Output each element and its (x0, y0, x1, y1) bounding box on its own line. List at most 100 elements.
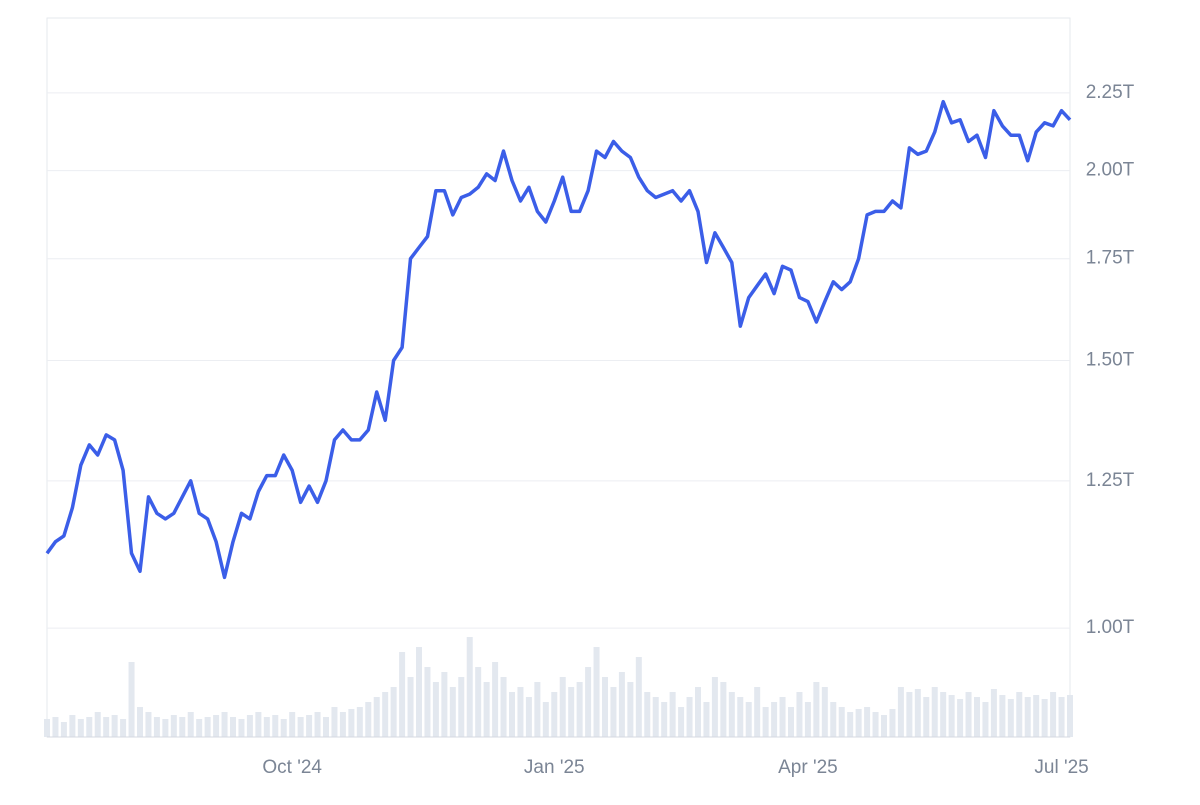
volume-bar (483, 682, 490, 737)
volume-bar (187, 712, 194, 737)
volume-bar (737, 697, 744, 737)
volume-bar (804, 702, 811, 737)
volume-bar (475, 667, 482, 737)
volume-bar (230, 717, 236, 737)
volume-bar (593, 647, 600, 737)
volume-bar (965, 692, 972, 737)
volume-bar (348, 709, 355, 737)
plot-frame (46, 17, 1071, 738)
volume-bar (94, 712, 101, 737)
volume-bar (695, 687, 701, 737)
volume-bar (872, 712, 879, 737)
volume-bar (838, 707, 845, 737)
volume-bar (44, 719, 50, 737)
volume-bar (957, 699, 964, 737)
volume-bar (77, 719, 84, 737)
price-line (45, 99, 1072, 580)
volume-bar (796, 692, 803, 737)
volume-bar (771, 702, 778, 737)
volume-bar (120, 719, 127, 737)
volume-bar (1016, 692, 1023, 737)
volume-bar (669, 692, 676, 737)
volume-bar (618, 672, 625, 737)
volume-bar (931, 687, 938, 737)
volume-bar (576, 682, 583, 737)
volume-bar (864, 707, 871, 737)
volume-bar (847, 712, 854, 737)
volume-bar (534, 682, 541, 737)
volume-bar (179, 717, 186, 737)
volume-bar (128, 662, 135, 737)
volume-bar (280, 719, 287, 737)
volume-bar (813, 682, 820, 737)
volume-bar (373, 697, 380, 737)
volume-bar (990, 689, 997, 737)
y-tick-label: 1.75T (1086, 248, 1135, 269)
volume-bar (1041, 699, 1048, 737)
volume-bar (213, 715, 220, 737)
volume-bar (585, 667, 592, 737)
volume-bar (974, 697, 980, 737)
volume-bar (661, 702, 668, 737)
volume-bar (356, 707, 363, 737)
y-tick-label: 1.25T (1086, 470, 1135, 491)
volume-bar (60, 722, 67, 737)
volume-bar (1024, 697, 1031, 737)
volume-bar (1033, 695, 1040, 737)
volume-bar (517, 687, 524, 737)
volume-bar (458, 677, 465, 737)
volume-bar (162, 719, 169, 737)
volume-bar (762, 707, 769, 737)
volume-bar (263, 717, 270, 737)
x-tick-label: Apr '25 (778, 757, 838, 778)
x-tick-label: Jan '25 (524, 757, 585, 778)
volume-bar (897, 687, 904, 737)
volume-bar (170, 715, 177, 737)
volume-bar (703, 702, 710, 737)
volume-bar (314, 712, 321, 737)
volume-bar (204, 717, 211, 737)
volume-bar (323, 717, 329, 737)
y-tick-label: 2.00T (1086, 160, 1135, 181)
x-tick-label: Oct '24 (262, 757, 322, 778)
volume-bar (432, 682, 439, 737)
volume-bar (246, 715, 253, 737)
volume-bar (711, 677, 718, 737)
volume-bar (999, 695, 1006, 737)
volume-bar (111, 715, 118, 737)
volume-bar (331, 707, 338, 737)
volume-bar (940, 692, 947, 737)
volume-bar (399, 652, 406, 737)
volume-bar (145, 712, 152, 737)
volume-bar (255, 712, 262, 737)
volume-bar (855, 709, 862, 737)
volume-bar (551, 692, 558, 737)
volume-bar (137, 707, 143, 737)
volume-bar (754, 687, 761, 737)
volume-bar (948, 695, 955, 737)
volume-bar (881, 715, 887, 737)
volume-bar (365, 702, 372, 737)
volume-bar (542, 702, 549, 737)
volume-bar (830, 702, 837, 737)
volume-bar (1050, 692, 1057, 737)
volume-bar (982, 702, 989, 737)
volume-bar (297, 717, 304, 737)
x-tick-label: Jul '25 (1034, 757, 1088, 778)
volume-bar (466, 637, 473, 737)
volume-bar (272, 715, 279, 737)
volume-bar (652, 697, 659, 737)
volume-bar (196, 719, 203, 737)
volume-bar (103, 717, 110, 737)
volume-bar (424, 667, 431, 737)
volume-bar (306, 715, 313, 737)
volume-bar (390, 687, 397, 737)
volume-bar (889, 709, 896, 737)
y-tick-label: 1.50T (1086, 350, 1135, 371)
volume-bar (610, 687, 617, 737)
volume-bar (914, 689, 921, 737)
volume-bar (686, 697, 693, 737)
volume-bar (441, 672, 448, 737)
volume-bar (1007, 699, 1014, 737)
